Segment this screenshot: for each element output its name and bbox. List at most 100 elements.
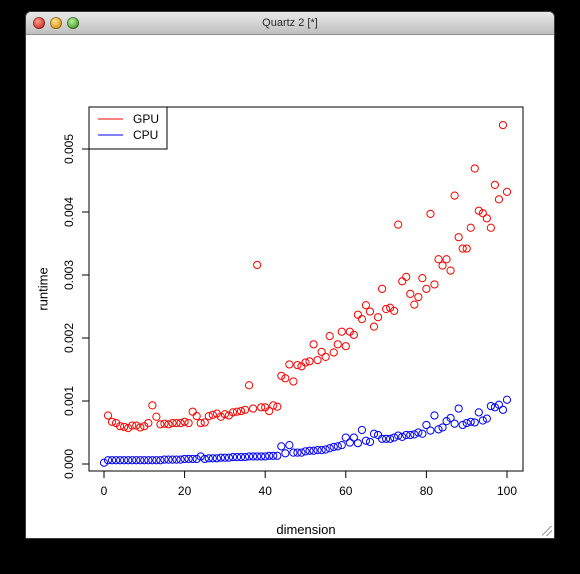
data-point [365,307,375,316]
x-tick-label: 0 [101,484,108,498]
data-point [369,322,379,331]
data-point [184,418,193,428]
data-point [285,360,294,369]
data-point [390,433,399,442]
data-point [430,411,439,420]
data-point [486,401,495,411]
data-point [394,431,403,440]
data-point [450,191,459,200]
data-point [144,418,153,428]
series-gpu [103,120,512,433]
data-point [285,441,294,450]
data-point [349,433,358,442]
data-point [224,453,234,462]
data-point [498,120,508,130]
data-point [321,352,330,361]
data-point [208,454,217,463]
data-point [160,419,169,428]
data-point [337,441,346,450]
data-point [454,233,463,242]
legend: GPU CPU [88,106,168,150]
data-point [176,455,185,464]
data-point [277,371,286,380]
data-point [361,436,371,445]
data-point [466,223,475,232]
data-point [414,428,423,437]
data-point [253,260,262,270]
y-axis: 0.000 0.001 0.002 0.003 0.004 0.005 [62,134,90,479]
data-point [309,340,318,349]
data-point [494,400,504,409]
data-point [418,429,427,438]
data-point [386,434,395,443]
data-point [462,418,471,428]
data-point [422,420,431,430]
data-point [462,244,471,253]
data-point [244,381,254,390]
data-point [341,342,350,351]
data-point [305,357,314,366]
data-point [494,195,504,204]
data-point [208,410,217,419]
data-point [269,451,278,460]
data-point [329,442,338,452]
data-point [377,434,387,443]
data-point [164,420,173,429]
data-point [232,452,242,462]
data-point [253,452,262,461]
data-point [317,446,326,455]
data-point [265,406,274,416]
data-point [486,223,495,232]
data-points [99,120,512,467]
data-point [293,360,302,370]
data-point [458,244,467,253]
data-point [490,403,500,412]
data-point [140,456,149,465]
data-point [281,374,290,383]
data-point [128,421,137,430]
data-point [200,418,209,427]
data-point [438,423,447,432]
close-window-button[interactable] [33,17,45,29]
data-point [216,453,225,462]
data-point [277,442,286,451]
plot-frame [88,106,524,472]
data-point [353,310,362,319]
data-point [301,447,310,456]
data-point [466,417,475,426]
data-point [390,306,399,316]
data-point [309,446,318,455]
x-tick-label: 100 [497,484,517,498]
data-point [426,209,435,218]
data-point [124,456,133,465]
app-window: Quartz 2 [*] 0.000 0.001 0.002 0.003 0.004 0.… [26,12,554,538]
data-point [406,430,415,440]
data-point [120,456,129,465]
data-point [204,412,213,421]
data-point [236,452,246,462]
data-point [269,401,278,410]
data-point [482,414,491,423]
minimize-window-button[interactable] [50,17,62,29]
title-bar[interactable]: Quartz 2 [*] [26,12,554,35]
x-tick-label: 20 [178,484,192,498]
data-point [446,413,455,423]
data-point [490,180,500,190]
resize-grip-icon[interactable] [542,526,552,536]
data-point [398,432,407,442]
data-point [116,456,125,465]
data-point [498,405,508,414]
zoom-window-button[interactable] [67,17,79,29]
x-tick-label: 60 [339,484,353,498]
data-point [107,417,117,426]
data-point [402,430,411,440]
data-point [124,423,133,433]
scatter-chart: 0.000 0.001 0.002 0.003 0.004 0.005 0 20 40 60 80… [36,106,524,537]
data-point [377,284,387,293]
data-point [394,220,403,229]
data-point [273,451,282,460]
data-point [357,425,367,435]
data-point [180,454,189,464]
data-point [333,340,342,349]
data-point [192,412,201,421]
